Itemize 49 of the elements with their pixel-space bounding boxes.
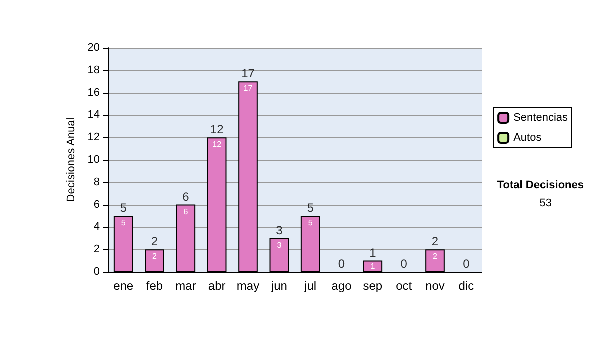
data-label: 5 bbox=[121, 218, 126, 228]
x-tick-label: may bbox=[236, 279, 260, 293]
total-label: 6 bbox=[182, 190, 190, 204]
y-tick-label: 8 bbox=[94, 176, 100, 188]
x-tick-label: mar bbox=[176, 279, 196, 293]
data-label: 12 bbox=[212, 140, 222, 150]
data-label: 6 bbox=[184, 207, 189, 216]
data-label: 2 bbox=[433, 252, 438, 262]
total-label: 0 bbox=[338, 257, 346, 271]
x-tick-label: feb bbox=[146, 279, 164, 293]
x-tick-label: ago bbox=[332, 279, 352, 293]
x-tick-label: oct bbox=[396, 279, 413, 293]
total-label: 0 bbox=[400, 257, 408, 271]
y-tick-label: 14 bbox=[88, 109, 100, 122]
y-tick-label: 18 bbox=[88, 64, 100, 76]
x-tick-label: jun bbox=[270, 279, 288, 293]
y-tick-label: 2 bbox=[94, 244, 100, 256]
y-tick-label: 12 bbox=[88, 132, 100, 144]
total-label: 2 bbox=[151, 234, 158, 249]
data-label: 2 bbox=[152, 252, 158, 262]
y-tick-label: 0 bbox=[94, 266, 100, 278]
x-tick-label: dic bbox=[458, 279, 474, 293]
y-tick-label: 6 bbox=[94, 198, 100, 211]
legend-label: Autos bbox=[514, 132, 542, 144]
total-label: 17 bbox=[242, 66, 256, 81]
total-label: 5 bbox=[307, 201, 314, 215]
data-label: 1 bbox=[370, 262, 376, 271]
y-tick-label: 10 bbox=[88, 154, 100, 166]
data-label: 3 bbox=[277, 240, 282, 250]
x-tick-label: sep bbox=[363, 279, 383, 293]
text: 53 bbox=[540, 198, 552, 210]
x-tick-label: nov bbox=[426, 279, 445, 293]
total-label: 5 bbox=[120, 201, 128, 215]
x-tick-label: jul bbox=[304, 279, 317, 293]
text: Total Decisiones bbox=[497, 180, 584, 192]
data-label: 5 bbox=[308, 218, 314, 228]
total-label: 1 bbox=[370, 246, 377, 260]
total-label: 3 bbox=[276, 223, 284, 238]
total-label: 12 bbox=[210, 122, 224, 137]
total-label: 2 bbox=[432, 234, 439, 249]
data-label: 17 bbox=[244, 84, 254, 94]
legend-label: Sentencias bbox=[514, 112, 568, 124]
x-tick-label: ene bbox=[114, 279, 134, 293]
y-tick-label: 4 bbox=[94, 221, 100, 234]
x-tick-label: abr bbox=[208, 279, 226, 293]
y-tick-label: 16 bbox=[88, 86, 100, 99]
y-tick-label: 20 bbox=[88, 42, 100, 54]
y-axis-title: Decisiones Anual bbox=[65, 118, 78, 202]
total-label: 0 bbox=[463, 257, 470, 271]
